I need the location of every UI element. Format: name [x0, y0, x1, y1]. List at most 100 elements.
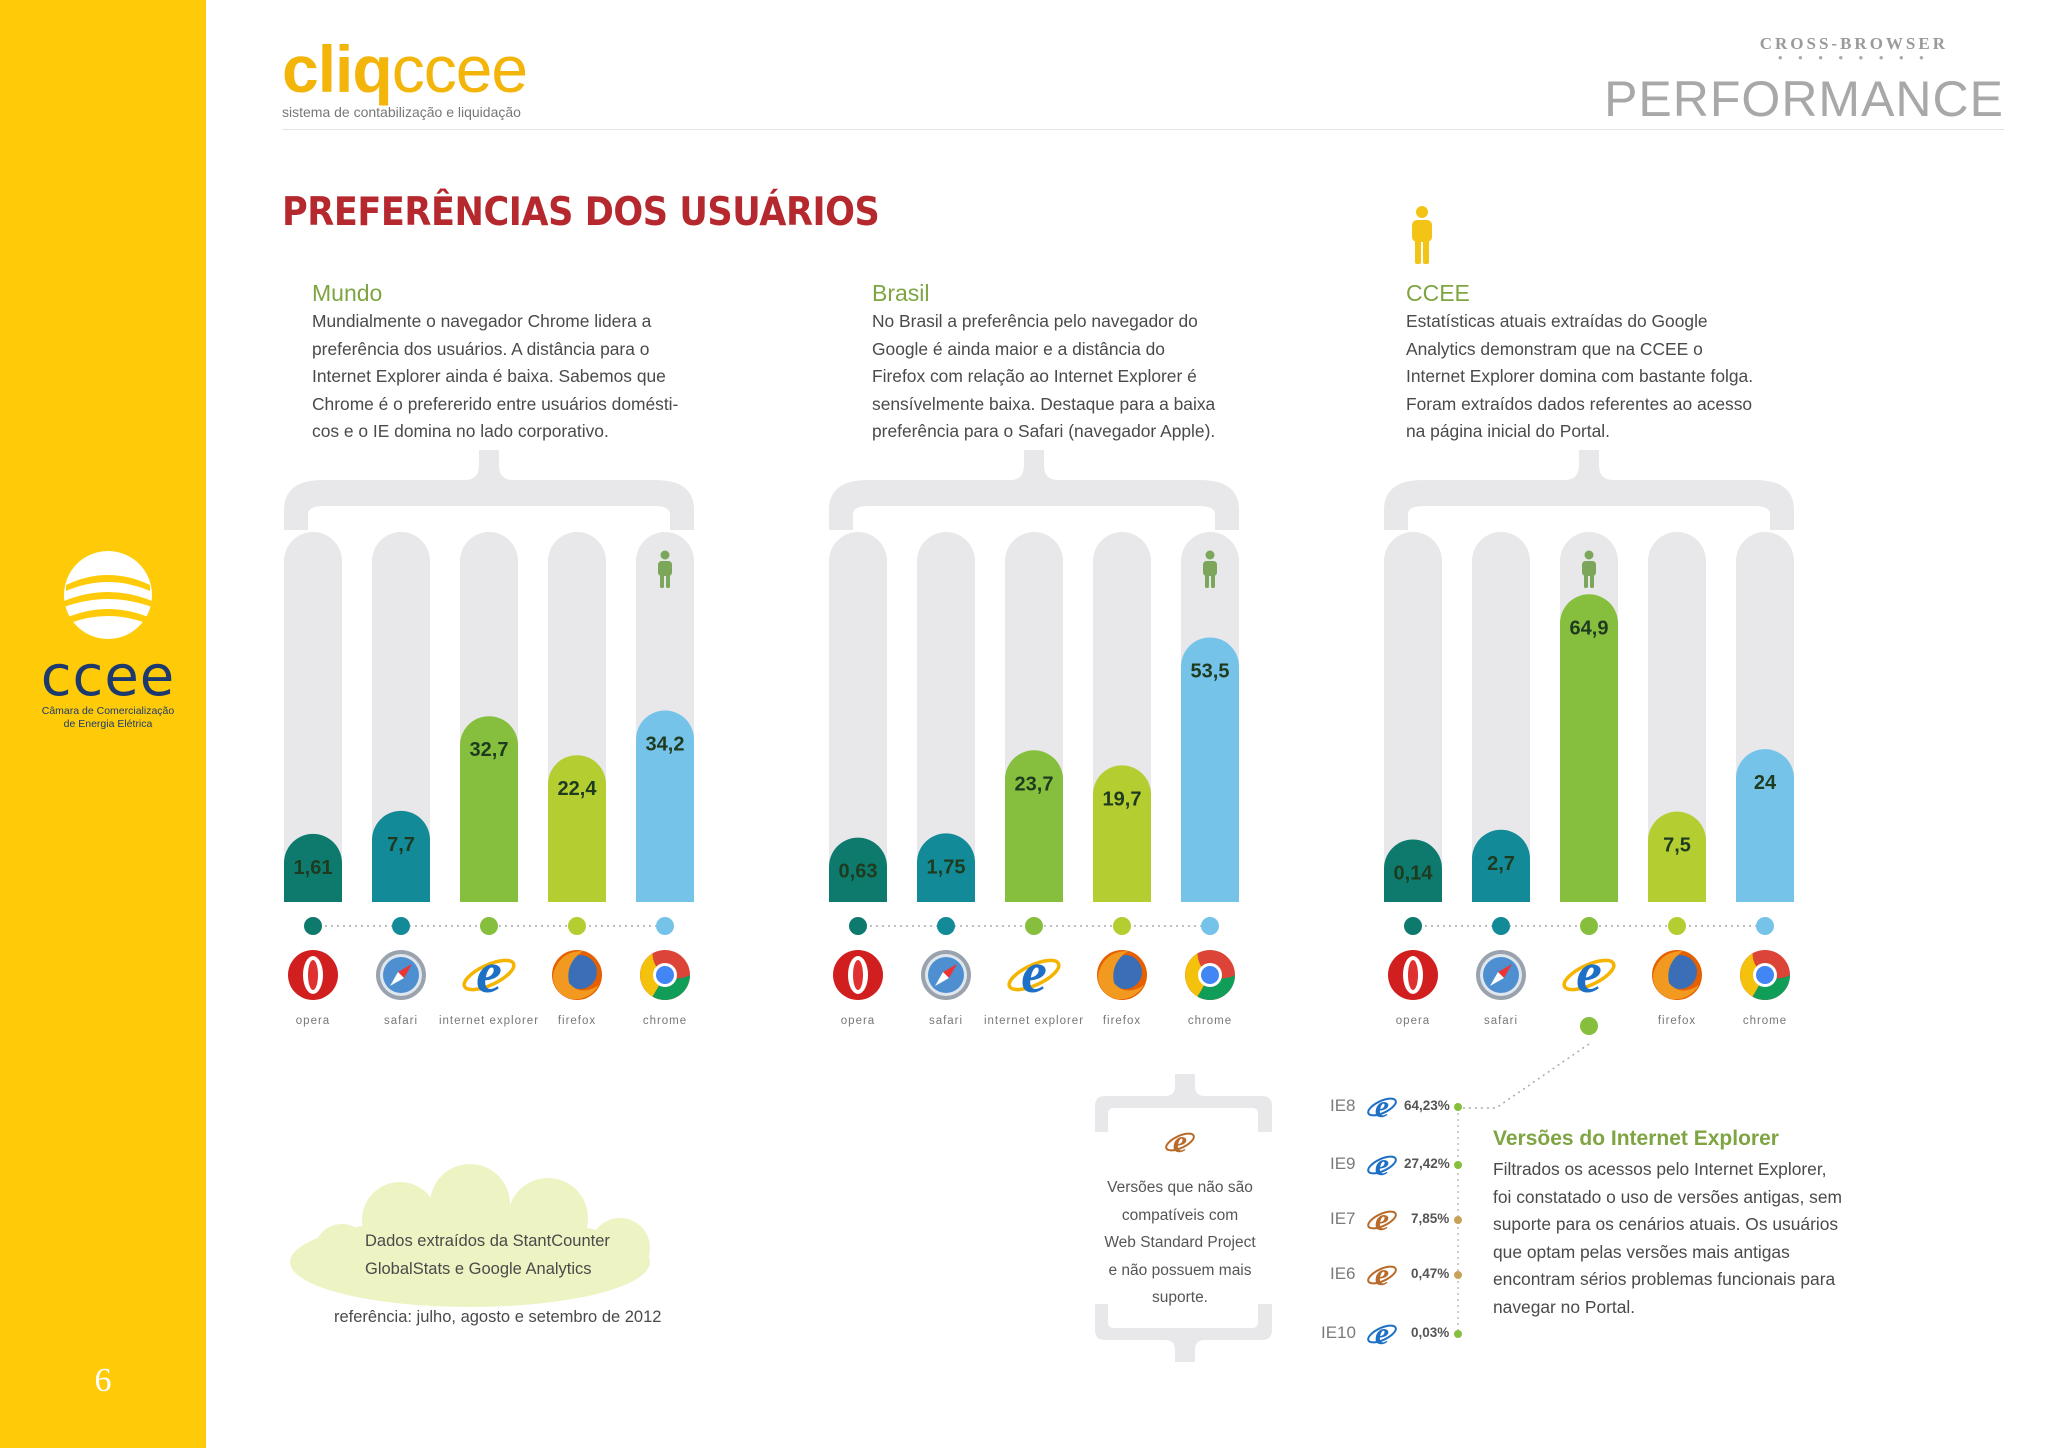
bar-gap: [606, 872, 636, 902]
ie-callout: [1458, 1017, 1598, 1109]
text-line: Mundialmente o navegador Chrome lidera a: [312, 311, 652, 331]
bar-base: [1181, 873, 1239, 902]
bar-value-label: 2,7: [1487, 853, 1515, 875]
column-heading-brasil: Brasil: [872, 280, 930, 306]
bar-base: [636, 873, 694, 902]
text-line: Filtrados os acessos pelo Internet Explo…: [1493, 1159, 1827, 1179]
brace-bottom: [1095, 1304, 1272, 1362]
text-line: Versões que não são: [1107, 1179, 1253, 1196]
ccee-globe-icon: [64, 551, 152, 639]
ccee-logo-subtitle-1: Câmara de Comercialização: [41, 705, 175, 717]
svg-text:e: e: [1375, 1088, 1389, 1124]
column-text-mundo: Mundialmente o navegador Chrome lidera a…: [312, 308, 692, 446]
internet explorer-icon: e: [462, 940, 516, 1005]
series-dot: [392, 917, 410, 935]
bullet: [1454, 1103, 1462, 1111]
safari-icon: [921, 950, 971, 1000]
bar-chrome: [1181, 637, 1239, 902]
ie-icon: e: [1367, 1201, 1397, 1237]
ie-version-share: 7,85%: [1411, 1211, 1450, 1226]
series-dot: [849, 917, 867, 935]
ie-version-share: 64,23%: [1404, 1098, 1450, 1113]
bar-value-label: 7,5: [1663, 835, 1691, 857]
bar-gap: [1706, 872, 1736, 902]
series-dot: [1668, 917, 1686, 935]
bar-firefox: [548, 755, 606, 902]
brace-connector: [284, 450, 694, 530]
bar-internet-explorer: [1560, 594, 1618, 902]
bar-base: [1472, 873, 1530, 902]
user-icon: [658, 550, 672, 588]
series-dot: [304, 917, 322, 935]
chrome-icon: [640, 950, 690, 1000]
svg-text:e: e: [1173, 1123, 1187, 1159]
series-dot: [1113, 917, 1131, 935]
section-label: CROSS-BROWSER • • • • • • • •: [1760, 34, 1948, 65]
bar-value-label: 1,61: [294, 857, 333, 879]
bullet: [1454, 1271, 1462, 1279]
ccee-logo-text: ccee: [40, 644, 176, 709]
user-icon: [1412, 206, 1432, 264]
bullet: [1454, 1161, 1462, 1169]
text-line: Google é ainda maior e a distância do: [872, 338, 1165, 359]
bar-internet-explorer: [460, 716, 518, 902]
ie-versions-heading: Versões do Internet Explorer: [1493, 1127, 1779, 1150]
svg-text:e: e: [1576, 940, 1602, 1005]
series-dot: [1580, 917, 1598, 935]
bar-base: [1648, 873, 1706, 902]
text-line: suporte para os cenários atuais. Os usuá…: [1493, 1214, 1839, 1234]
bar-track: [372, 532, 430, 902]
bar-track: [1384, 532, 1442, 902]
series-dot: [1025, 917, 1043, 935]
bar-base: [1560, 873, 1618, 902]
page-title: PREFERÊNCIAS DOS USUÁRIOS: [282, 190, 880, 235]
bar-base: [548, 873, 606, 902]
text-line: Firefox com relação ao Internet Explorer…: [872, 366, 1197, 386]
internet explorer-icon: e: [1007, 940, 1061, 1005]
browser-label: safari: [1484, 1015, 1518, 1027]
column-heading-mundo: Mundo: [312, 280, 383, 306]
ie-version-label: IE10: [1321, 1323, 1356, 1342]
text-line: compatíveis com: [1121, 1206, 1239, 1224]
svg-text:e: e: [1375, 1201, 1389, 1237]
bar-base: [1384, 873, 1442, 902]
browser-label: safari: [384, 1015, 418, 1027]
chart-ccee: 0,14 2,7 64,9 7,5 24 opera safari e firefox chrom…: [1384, 450, 1794, 1027]
ie-icon: e: [1367, 1146, 1397, 1182]
svg-text:e: e: [1375, 1315, 1389, 1351]
ie-version-label: IE7: [1330, 1209, 1356, 1228]
bar-internet-explorer: [1005, 750, 1063, 902]
text-line: e não possuem mais: [1108, 1261, 1252, 1279]
text-line: Internet Explorer ainda é baixa. Sabemos…: [312, 366, 666, 386]
bar-chrome: [1736, 749, 1794, 902]
chart-brasil: 0,63 1,75 23,7 19,7 53,5 opera safari e internet…: [829, 450, 1239, 1027]
text-line: que optam pelas versões mais antigas: [1493, 1241, 1790, 1262]
ie-version-share: 27,42%: [1404, 1156, 1450, 1171]
ie-version-label: IE8: [1330, 1096, 1356, 1115]
bar-value-label: 0,63: [839, 861, 878, 883]
ie-versions-text: Filtrados os acessos pelo Internet Explo…: [1493, 1156, 1842, 1321]
user-icon: [1203, 550, 1217, 588]
bar-base: [460, 873, 518, 902]
bar-value-label: 34,2: [646, 734, 685, 756]
bar-track: [829, 532, 887, 902]
brand-bold: cliq: [282, 32, 393, 106]
bar-gap: [518, 872, 548, 902]
bar-base: [284, 873, 342, 902]
series-dot: [656, 917, 674, 935]
bar-value-label: 32,7: [470, 739, 509, 761]
bar-base: [1005, 873, 1063, 902]
text-line: GlobalStats e Google Analytics: [365, 1259, 592, 1278]
text-line: cos e o IE domina no lado corporativo.: [312, 421, 609, 441]
text-line: na página inicial do Portal.: [1406, 421, 1610, 441]
text-line: preferência dos usuários. A distância pa…: [312, 338, 650, 359]
text-line: navegar no Portal.: [1493, 1296, 1636, 1317]
chrome-icon: [1740, 950, 1790, 1000]
source-note: Dados extraídos da StantCounter GlobalSt…: [365, 1228, 610, 1283]
svg-text:e: e: [476, 940, 502, 1005]
series-dot: [1404, 917, 1422, 935]
bar-gap: [1442, 872, 1472, 902]
brand-subtitle: sistema de contabilização e liquidação: [282, 104, 521, 120]
opera-icon: [288, 950, 338, 1000]
